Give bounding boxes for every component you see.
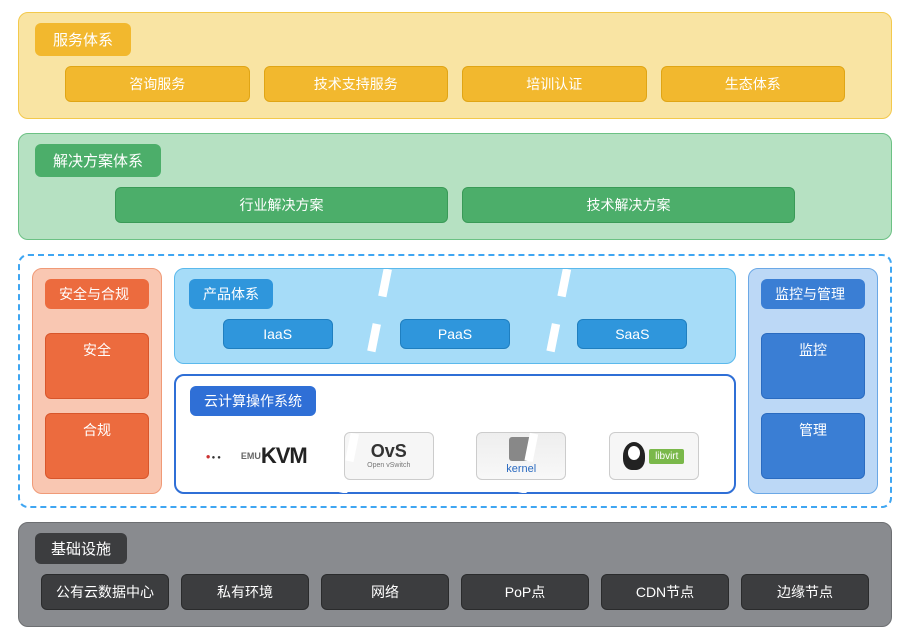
service-item: 技术支持服务 xyxy=(264,66,449,102)
service-layer: 服务体系 咨询服务 技术支持服务 培训认证 生态体系 xyxy=(18,12,892,119)
product-item: PaaS xyxy=(400,319,510,349)
infra-title: 基础设施 xyxy=(35,533,127,564)
monitor-item: 管理 xyxy=(761,413,865,479)
infra-item: PoP点 xyxy=(461,574,589,610)
security-item: 安全 xyxy=(45,333,149,399)
product-box: 产品体系 IaaS PaaS SaaS xyxy=(174,268,736,364)
monitor-item: 监控 xyxy=(761,333,865,399)
solution-item: 行业解决方案 xyxy=(115,187,448,223)
product-title: 产品体系 xyxy=(189,279,273,309)
kernel-logo: kernel xyxy=(476,432,566,480)
security-title: 安全与合规 xyxy=(45,279,149,309)
infra-item: 网络 xyxy=(321,574,449,610)
infra-item: 私有环境 xyxy=(181,574,309,610)
os-logo-row: EMU KVM OvS Open vSwitch kernel libvirt xyxy=(190,432,720,480)
solution-row: 行业解决方案 技术解决方案 xyxy=(35,187,875,223)
product-item: SaaS xyxy=(577,319,687,349)
service-title: 服务体系 xyxy=(35,23,131,56)
monitor-box: 监控与管理 监控 管理 xyxy=(748,268,878,494)
solution-title: 解决方案体系 xyxy=(35,144,161,177)
monitor-title: 监控与管理 xyxy=(761,279,865,309)
product-row: IaaS PaaS SaaS xyxy=(189,319,721,349)
service-item: 培训认证 xyxy=(462,66,647,102)
infra-item: 公有云数据中心 xyxy=(41,574,169,610)
infra-item: CDN节点 xyxy=(601,574,729,610)
solution-layer: 解决方案体系 行业解决方案 技术解决方案 xyxy=(18,133,892,240)
security-box: 安全与合规 安全 合规 xyxy=(32,268,162,494)
libvirt-logo: libvirt xyxy=(609,432,699,480)
service-item: 咨询服务 xyxy=(65,66,250,102)
infra-item: 边缘节点 xyxy=(741,574,869,610)
service-row: 咨询服务 技术支持服务 培训认证 生态体系 xyxy=(35,66,875,102)
service-item: 生态体系 xyxy=(661,66,846,102)
os-box: 云计算操作系统 EMU KVM OvS Open vSwitch kernel … xyxy=(174,374,736,494)
ovs-logo: OvS Open vSwitch xyxy=(344,432,434,480)
platform-container: 安全与合规 安全 合规 产品体系 IaaS PaaS SaaS 云计算操作系统 … xyxy=(18,254,892,508)
security-item: 合规 xyxy=(45,413,149,479)
center-column: 产品体系 IaaS PaaS SaaS 云计算操作系统 EMU KVM OvS … xyxy=(174,268,736,494)
infra-layer: 基础设施 公有云数据中心 私有环境 网络 PoP点 CDN节点 边缘节点 xyxy=(18,522,892,627)
solution-item: 技术解决方案 xyxy=(462,187,795,223)
kvm-logo: EMU KVM xyxy=(211,432,301,480)
os-title: 云计算操作系统 xyxy=(190,386,316,416)
product-item: IaaS xyxy=(223,319,333,349)
infra-row: 公有云数据中心 私有环境 网络 PoP点 CDN节点 边缘节点 xyxy=(35,574,875,610)
